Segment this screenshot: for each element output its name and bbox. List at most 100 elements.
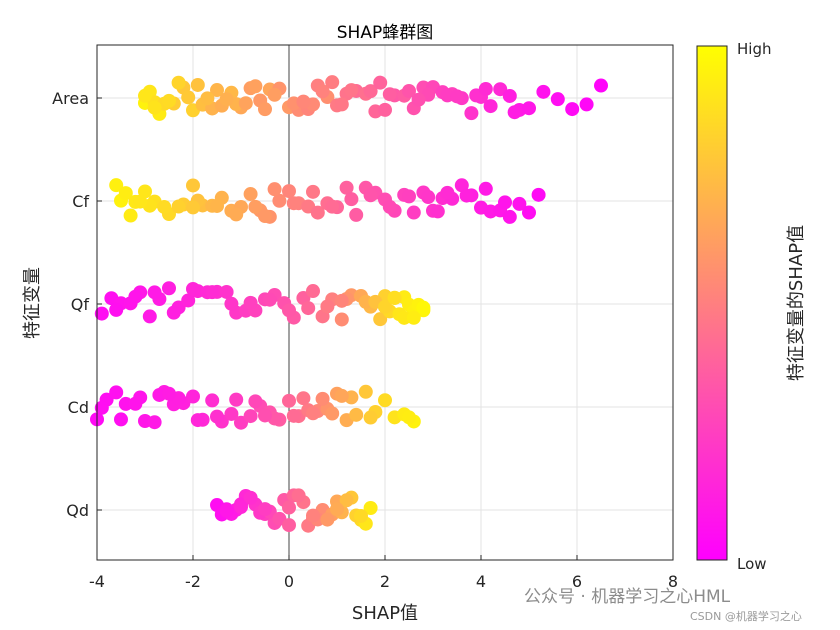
swarm-point xyxy=(315,391,330,406)
swarm-point xyxy=(109,385,124,400)
swarm-point xyxy=(373,312,388,327)
swarm-point xyxy=(157,199,172,214)
x-tick-label: 8 xyxy=(668,572,678,591)
swarm-point xyxy=(378,299,392,314)
swarm-point xyxy=(258,209,272,224)
y-tick-labels: Area Cf Qf Cd Qd xyxy=(52,89,89,520)
swarm-point xyxy=(138,88,152,103)
swarm-point xyxy=(272,193,287,208)
swarm-point xyxy=(219,92,234,107)
swarm-point xyxy=(483,99,498,114)
swarm-point xyxy=(258,502,272,517)
swarm-point xyxy=(200,91,215,106)
swarm-point xyxy=(190,77,205,92)
swarm-point xyxy=(114,412,128,427)
swarm-point xyxy=(243,187,258,202)
swarm-point xyxy=(186,281,200,296)
swarm-point xyxy=(181,293,196,308)
swarm-point xyxy=(536,84,551,99)
swarm-point xyxy=(579,97,594,112)
swarm-point xyxy=(421,190,436,205)
swarm-point xyxy=(334,293,349,308)
colorbar xyxy=(696,45,728,561)
swarm-point xyxy=(315,84,330,99)
swarm-point xyxy=(286,408,301,423)
swarm-point xyxy=(210,409,224,424)
colorbar-label: 特征变量的SHAP值 xyxy=(786,225,807,381)
swarm-point xyxy=(248,199,263,214)
swarm-point xyxy=(363,410,378,425)
swarm-point xyxy=(373,75,388,90)
swarm-point xyxy=(363,500,378,515)
swarm-point xyxy=(109,178,124,193)
colorbar-high-label: High xyxy=(737,40,771,58)
swarm-point xyxy=(334,97,349,112)
swarm-point xyxy=(411,92,426,107)
swarm-point xyxy=(186,389,200,404)
swarm-point xyxy=(258,102,272,117)
swarm-point xyxy=(406,310,421,325)
swarm-point xyxy=(205,393,220,408)
x-axis-label: SHAP值 xyxy=(352,603,418,624)
swarm-point xyxy=(550,92,565,107)
swarm-point xyxy=(387,291,402,306)
swarm-point xyxy=(147,285,162,300)
swarm-point xyxy=(382,199,397,214)
watermark: 公众号 · 机器学习之心HML CSDN @机器学习之心 xyxy=(524,587,802,623)
watermark-text: 公众号 · 机器学习之心HML xyxy=(524,587,731,607)
swarm-point xyxy=(450,89,464,104)
x-tick-label: -2 xyxy=(185,572,201,591)
swarm-point xyxy=(224,296,239,311)
swarm-point xyxy=(531,187,546,202)
swarm-point xyxy=(440,185,455,200)
y-axis-label: 特征变量 xyxy=(22,267,43,339)
swarm-point xyxy=(397,310,412,325)
swarm-point xyxy=(282,184,296,199)
x-tick-label: -4 xyxy=(89,572,105,591)
swarm-point xyxy=(282,518,296,533)
swarm-point xyxy=(166,305,181,320)
swarm-point xyxy=(382,87,397,102)
swarm-point xyxy=(267,87,282,102)
swarm-point xyxy=(363,188,378,203)
swarm-point xyxy=(286,196,301,211)
swarm-point xyxy=(243,409,258,424)
swarm-point xyxy=(234,500,248,515)
swarm-point xyxy=(306,406,320,421)
swarm-point xyxy=(358,384,373,399)
swarm-point xyxy=(296,94,311,109)
points-layer xyxy=(90,75,608,533)
swarm-point xyxy=(344,83,359,98)
plot-area-frame xyxy=(96,44,674,561)
x-tick-labels: -4 -2 0 2 4 6 8 xyxy=(89,572,678,591)
swarm-point xyxy=(334,388,349,403)
swarm-point xyxy=(162,386,176,401)
swarm-point xyxy=(210,198,224,213)
swarm-point xyxy=(258,408,272,423)
swarm-point xyxy=(243,295,258,310)
swarm-point xyxy=(349,407,364,422)
swarm-point xyxy=(282,303,296,318)
swarm-point xyxy=(502,88,517,103)
swarm-point xyxy=(325,199,340,214)
swarm-point xyxy=(320,512,335,527)
watermark-credit: CSDN @机器学习之心 xyxy=(690,609,802,623)
swarm-point xyxy=(229,392,244,407)
swarm-point xyxy=(378,393,392,408)
swarm-point xyxy=(210,83,224,98)
swarm-point xyxy=(162,93,176,108)
swarm-point xyxy=(378,102,392,117)
swarm-point xyxy=(522,205,536,220)
swarm-point xyxy=(262,292,277,307)
swarm-point xyxy=(118,186,133,201)
swarm-point xyxy=(402,83,416,98)
swarm-point xyxy=(147,415,162,430)
swarm-point xyxy=(354,508,368,523)
y-tick-label: Area xyxy=(52,89,89,108)
swarm-point xyxy=(94,306,109,321)
x-tick-label: 2 xyxy=(380,572,390,591)
swarm-point xyxy=(133,390,148,405)
swarm-point xyxy=(478,81,493,96)
swarm-point xyxy=(344,192,359,207)
